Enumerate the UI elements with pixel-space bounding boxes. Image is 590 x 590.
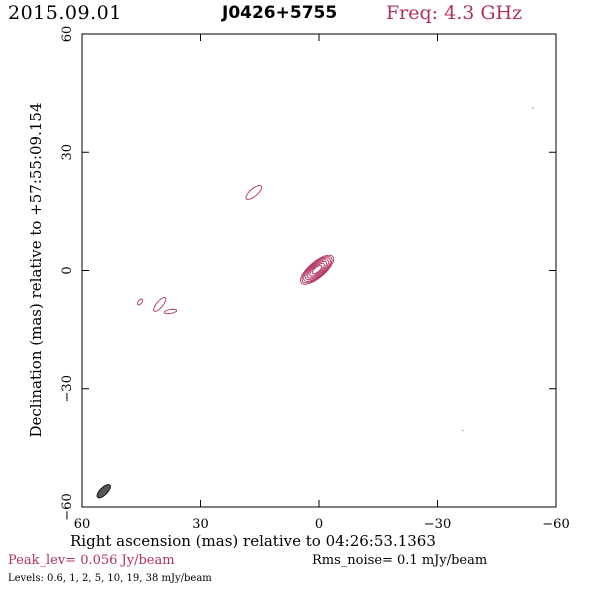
frequency-label: Freq: 4.3 GHz: [386, 2, 523, 24]
core-contour: [300, 254, 335, 285]
peak-level: Peak_lev= 0.056 Jy/beam: [8, 553, 175, 568]
component-contour: [245, 185, 263, 200]
core-contour: [309, 262, 325, 277]
y-tick-label: 60: [60, 26, 75, 43]
component-contour: [153, 296, 167, 312]
y-axis-label: Declination (mas) relative to +57:55:09.…: [27, 102, 45, 438]
noise-point: [532, 107, 534, 109]
noise-point: [462, 429, 464, 432]
plot-frame: [81, 33, 557, 508]
core-contour: [301, 256, 333, 284]
core-contour: [305, 259, 329, 281]
x-axis-label: Right ascension (mas) relative to 04:26:…: [70, 532, 436, 550]
y-tick-label: 30: [60, 144, 75, 161]
observation-date: 2015.09.01: [8, 2, 122, 24]
x-tick-label: 30: [192, 517, 209, 532]
source-name: J0426+5755: [222, 3, 338, 23]
core-contour: [311, 265, 323, 275]
component-contour: [163, 308, 178, 315]
y-tick-label: −30: [60, 375, 75, 402]
x-tick-label: 60: [74, 517, 91, 532]
component-contour: [136, 298, 144, 306]
y-tick-label: 0: [60, 266, 75, 274]
rms-noise: Rms_noise= 0.1 mJy/beam: [312, 553, 488, 568]
x-tick-label: −60: [542, 517, 569, 532]
y-tick-label: −60: [60, 493, 75, 520]
x-tick-label: −30: [424, 517, 451, 532]
beam-ellipse: [96, 484, 111, 499]
x-tick-label: 0: [315, 517, 323, 532]
core-contour: [303, 257, 331, 282]
contour-levels: Levels: 0.6, 1, 2, 5, 10, 19, 38 mJy/bea…: [8, 573, 212, 584]
core-contour: [307, 260, 327, 279]
